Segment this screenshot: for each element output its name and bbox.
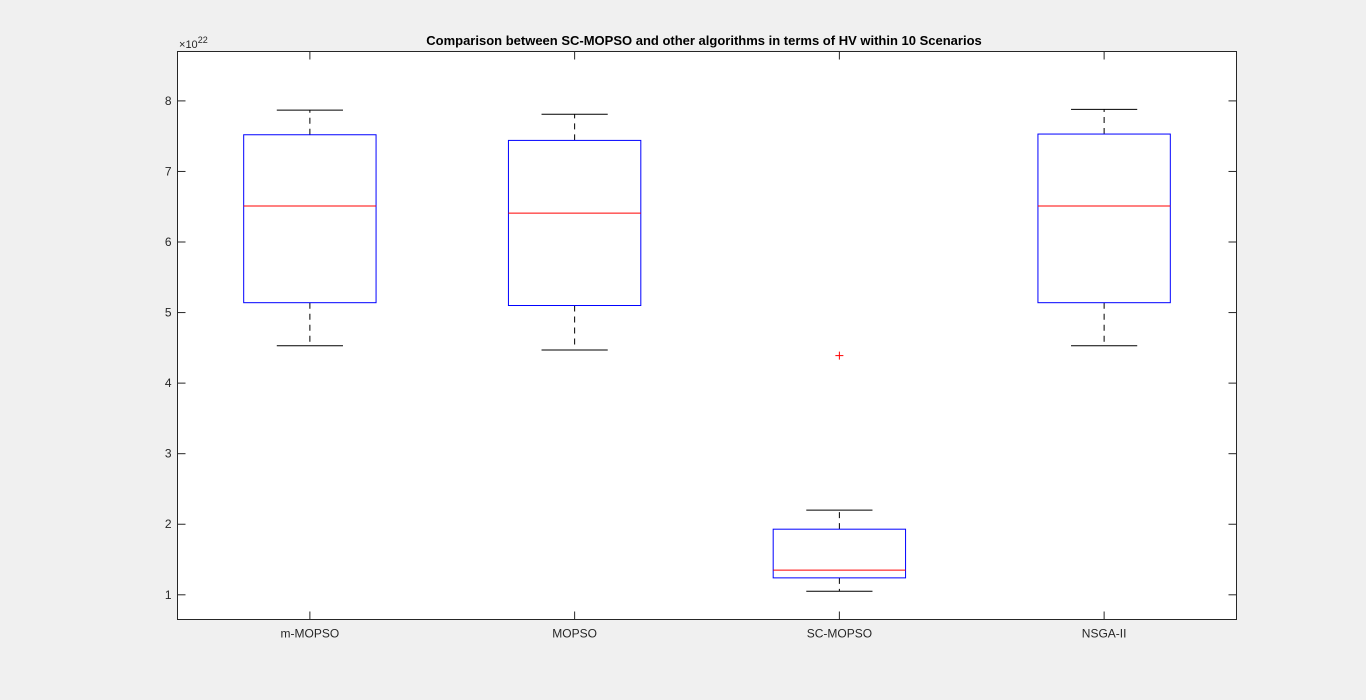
y-exponent-base: 10 [185, 39, 197, 51]
y-tick-label: 4 [165, 376, 172, 390]
y-exponent-power: 22 [198, 35, 208, 45]
axes-frame [177, 51, 1237, 620]
x-tick-label: NSGA-II [1082, 627, 1127, 641]
x-tick-label: MOPSO [552, 627, 597, 641]
y-tick-label: 2 [165, 517, 172, 531]
y-exponent-label: ×1022 [179, 35, 208, 51]
x-tick-label: SC-MOPSO [807, 627, 872, 641]
chart-marks: 1 2 3 4 5 6 7 8 m-MOPSO MOPSO SC-MOPSO NSGA-II [165, 51, 1237, 641]
box [507, 139, 642, 307]
y-tick-label: 5 [165, 306, 172, 320]
y-exponent-times: × [179, 39, 185, 51]
y-tick-label: 6 [165, 235, 172, 249]
y-tick-label: 7 [165, 164, 172, 178]
plot-area [177, 51, 1237, 620]
box [243, 134, 377, 304]
y-tick-label: 8 [165, 94, 172, 108]
box [772, 528, 907, 579]
x-tick-label: m-MOPSO [281, 627, 340, 641]
y-tick-label: 3 [165, 447, 172, 461]
box [1037, 133, 1171, 304]
chart-title: Comparison between SC-MOPSO and other al… [426, 33, 981, 48]
y-tick-label: 1 [165, 588, 172, 602]
